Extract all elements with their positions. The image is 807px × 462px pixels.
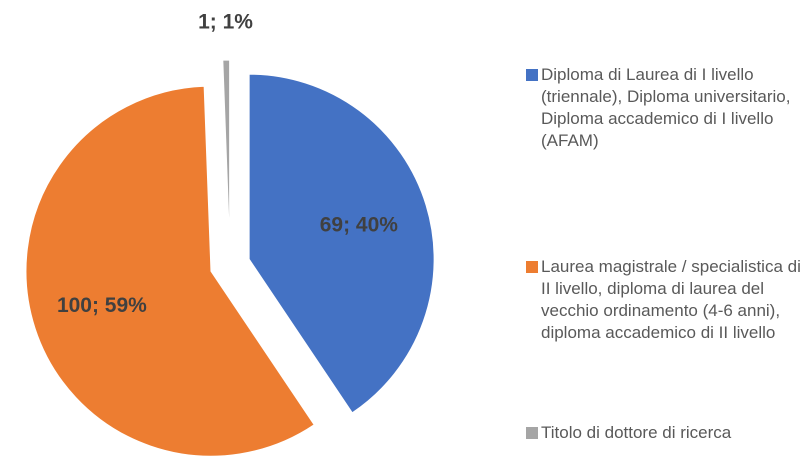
legend-swatch [526, 261, 538, 273]
legend-swatch [526, 427, 538, 439]
legend-item: Laurea magistrale / specialistica di II … [526, 256, 801, 344]
data-label: 100; 59% [57, 294, 147, 317]
legend-item: Titolo di dottore di ricerca [526, 422, 801, 444]
legend-swatch [526, 69, 538, 81]
pie-slice [222, 59, 231, 246]
legend-label: Diploma di Laurea di I livello (triennal… [541, 65, 791, 150]
legend-label: Laurea magistrale / specialistica di II … [541, 257, 801, 342]
data-label: 69; 40% [320, 213, 399, 236]
pie-slice [25, 85, 315, 457]
legend-item: Diploma di Laurea di I livello (triennal… [526, 64, 801, 152]
legend-label: Titolo di dottore di ricerca [541, 423, 732, 442]
data-label: 1; 1% [198, 11, 253, 34]
pie-slice [248, 73, 435, 414]
